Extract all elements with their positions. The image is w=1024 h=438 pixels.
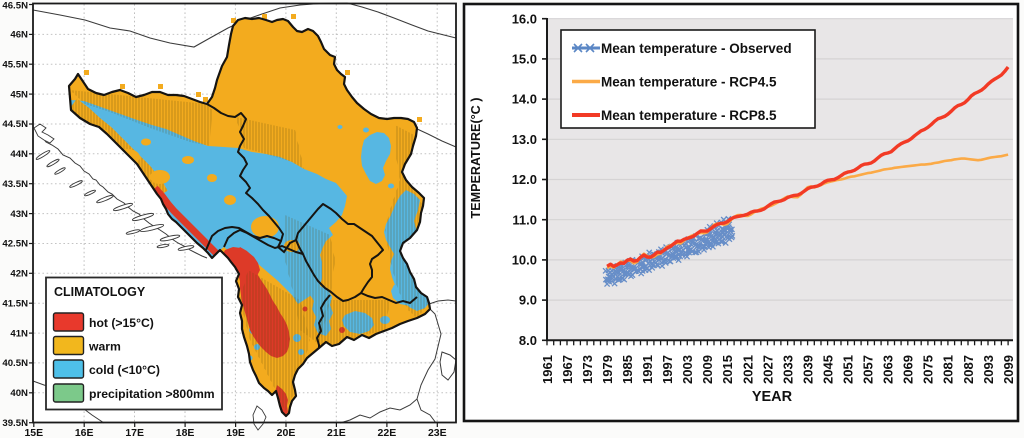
svg-text:46N: 46N bbox=[10, 30, 28, 41]
svg-text:2057: 2057 bbox=[861, 355, 876, 384]
svg-text:13.0: 13.0 bbox=[512, 132, 537, 147]
svg-text:TEMPERATURE(°C ): TEMPERATURE(°C ) bbox=[469, 98, 483, 219]
svg-text:15E: 15E bbox=[24, 427, 43, 438]
svg-text:2087: 2087 bbox=[961, 355, 976, 384]
svg-text:18E: 18E bbox=[176, 427, 195, 438]
svg-text:17E: 17E bbox=[125, 427, 144, 438]
svg-text:12.0: 12.0 bbox=[512, 172, 537, 187]
svg-text:23E: 23E bbox=[428, 427, 447, 438]
svg-text:19E: 19E bbox=[226, 427, 245, 438]
svg-text:45N: 45N bbox=[10, 89, 28, 100]
svg-text:45.5N: 45.5N bbox=[2, 59, 28, 70]
svg-text:16.0: 16.0 bbox=[512, 11, 537, 26]
svg-text:21E: 21E bbox=[327, 427, 346, 438]
svg-text:14.0: 14.0 bbox=[512, 92, 537, 107]
svg-text:2075: 2075 bbox=[921, 355, 936, 384]
svg-text:44N: 44N bbox=[10, 149, 28, 160]
svg-text:2033: 2033 bbox=[780, 355, 795, 384]
svg-text:2003: 2003 bbox=[680, 355, 695, 384]
svg-text:1967: 1967 bbox=[560, 355, 575, 384]
svg-text:2009: 2009 bbox=[700, 355, 715, 384]
svg-text:2045: 2045 bbox=[820, 355, 835, 384]
svg-text:2081: 2081 bbox=[941, 355, 956, 384]
svg-text:11.0: 11.0 bbox=[512, 212, 537, 227]
svg-text:39.5N: 39.5N bbox=[2, 418, 28, 429]
svg-text:Mean temperature - RCP8.5: Mean temperature - RCP8.5 bbox=[601, 108, 777, 123]
svg-text:2039: 2039 bbox=[800, 355, 815, 384]
svg-text:42N: 42N bbox=[10, 269, 28, 280]
svg-text:42.5N: 42.5N bbox=[2, 239, 28, 250]
svg-text:CLIMATOLOGY: CLIMATOLOGY bbox=[54, 285, 146, 299]
svg-text:precipitation >800mm: precipitation >800mm bbox=[89, 387, 215, 401]
svg-text:cold (<10°C): cold (<10°C) bbox=[89, 363, 160, 377]
svg-text:2063: 2063 bbox=[881, 355, 896, 384]
svg-text:2027: 2027 bbox=[760, 355, 775, 384]
svg-text:warm: warm bbox=[88, 340, 121, 354]
svg-text:2015: 2015 bbox=[720, 355, 735, 384]
svg-text:44.5N: 44.5N bbox=[2, 119, 28, 130]
svg-text:1991: 1991 bbox=[640, 355, 655, 384]
svg-text:22E: 22E bbox=[378, 427, 397, 438]
svg-text:1961: 1961 bbox=[540, 355, 555, 384]
svg-text:9.0: 9.0 bbox=[519, 293, 537, 308]
svg-text:2093: 2093 bbox=[981, 355, 996, 384]
svg-text:hot (>15°C): hot (>15°C) bbox=[89, 316, 154, 330]
svg-text:43.5N: 43.5N bbox=[2, 179, 28, 190]
svg-text:43N: 43N bbox=[10, 209, 28, 220]
svg-text:46.5N: 46.5N bbox=[2, 1, 28, 12]
svg-text:8.0: 8.0 bbox=[519, 333, 537, 348]
svg-text:1985: 1985 bbox=[620, 355, 635, 384]
svg-text:20E: 20E bbox=[277, 427, 296, 438]
svg-text:16E: 16E bbox=[75, 427, 94, 438]
svg-text:2069: 2069 bbox=[901, 355, 916, 384]
svg-text:40.5N: 40.5N bbox=[2, 358, 28, 369]
svg-text:2051: 2051 bbox=[841, 355, 856, 384]
svg-text:1979: 1979 bbox=[600, 355, 615, 384]
svg-text:1973: 1973 bbox=[580, 355, 595, 384]
svg-text:YEAR: YEAR bbox=[752, 389, 793, 405]
svg-text:Mean temperature - RCP4.5: Mean temperature - RCP4.5 bbox=[601, 75, 777, 90]
svg-text:40N: 40N bbox=[10, 388, 28, 399]
svg-text:2099: 2099 bbox=[1001, 355, 1016, 384]
svg-text:2021: 2021 bbox=[740, 355, 755, 384]
svg-text:41.5N: 41.5N bbox=[2, 298, 28, 309]
svg-text:10.0: 10.0 bbox=[512, 253, 537, 268]
svg-text:Mean temperature - Observed: Mean temperature - Observed bbox=[601, 41, 792, 56]
svg-text:15.0: 15.0 bbox=[512, 52, 537, 67]
svg-text:1997: 1997 bbox=[660, 355, 675, 384]
svg-text:41N: 41N bbox=[10, 328, 28, 339]
